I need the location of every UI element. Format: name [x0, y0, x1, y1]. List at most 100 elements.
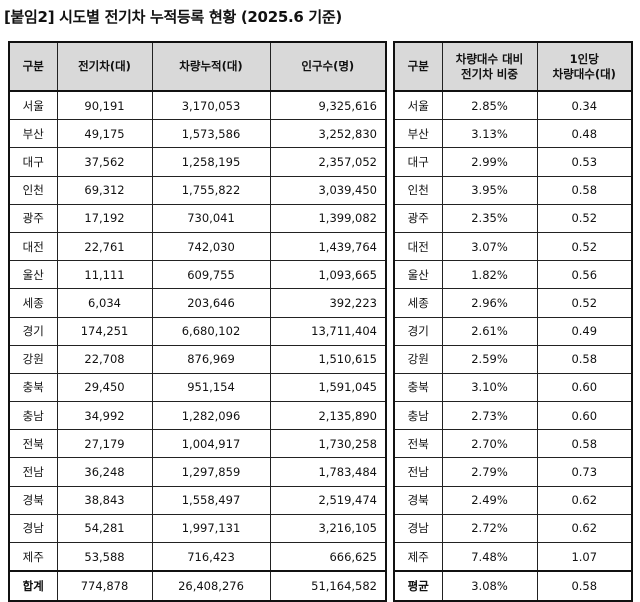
region-cell: 경남	[8, 513, 58, 544]
region-cell: 강원	[393, 344, 443, 374]
vehicle-total-cell: 1,282,096	[151, 401, 271, 431]
table-row: 전남 36,248 1,297,859 1,783,484	[8, 457, 387, 487]
population-cell: 2,357,052	[269, 147, 387, 177]
vehicles-per-capita-cell: 1.07	[536, 542, 633, 572]
region-cell: 전남	[393, 457, 443, 487]
ev-share-cell: 2.72%	[441, 513, 538, 544]
region-cell: 부산	[8, 119, 58, 149]
region-cell: 광주	[8, 203, 58, 233]
population-cell: 1,093,665	[269, 260, 387, 290]
table-row: 대구 2.99% 0.53	[393, 147, 633, 177]
table-row: 충남 34,992 1,282,096 2,135,890	[8, 401, 387, 431]
ev-count-cell: 27,179	[56, 429, 153, 459]
region-cell: 강원	[8, 344, 58, 374]
table-row: 전남 2.79% 0.73	[393, 457, 633, 487]
vehicles-per-capita-cell: 0.53	[536, 147, 633, 177]
region-cell: 경남	[393, 513, 443, 544]
ev-count-cell: 29,450	[56, 372, 153, 403]
ev-count-cell: 11,111	[56, 260, 153, 290]
vehicles-per-capita-cell: 0.60	[536, 401, 633, 431]
ev-share-cell: 2.35%	[441, 203, 538, 233]
ev-count-cell: 174,251	[56, 316, 153, 346]
vehicles-per-capita-cell: 0.52	[536, 203, 633, 233]
ev-share-cell: 2.99%	[441, 147, 538, 177]
table-row: 충남 2.73% 0.60	[393, 401, 633, 431]
table-row: 충북 3.10% 0.60	[393, 372, 633, 403]
population-cell: 9,325,616	[269, 90, 387, 121]
table-row: 세종 6,034 203,646 392,223	[8, 288, 387, 318]
vehicle-total-cell: 876,969	[151, 344, 271, 374]
ev-count-cell: 22,708	[56, 344, 153, 374]
ev-share-cell: 2.59%	[441, 344, 538, 374]
vehicles-per-capita-cell: 0.62	[536, 513, 633, 544]
population-cell: 2,519,474	[269, 485, 387, 515]
ev-count-cell: 37,562	[56, 147, 153, 177]
header-ev-count: 전기차(대)	[56, 41, 153, 92]
ev-share-cell: 3.95%	[441, 175, 538, 205]
table-row: 대구 37,562 1,258,195 2,357,052	[8, 147, 387, 177]
table-row: 경남 2.72% 0.62	[393, 513, 633, 544]
ev-share-cell: 3.13%	[441, 119, 538, 149]
table-row: 강원 22,708 876,969 1,510,615	[8, 344, 387, 374]
vehicle-total-cell: 609,755	[151, 260, 271, 290]
header-population: 인구수(명)	[269, 41, 387, 92]
header-vehicles-per-capita: 1인당 차량대수(대)	[536, 41, 633, 92]
table-row: 서울 90,191 3,170,053 9,325,616	[8, 90, 387, 121]
region-cell: 제주	[393, 542, 443, 572]
table-row: 인천 69,312 1,755,822 3,039,450	[8, 175, 387, 205]
header-region: 구분	[393, 41, 443, 92]
header-ev-share: 차량대수 대비 전기차 비중	[441, 41, 538, 92]
vehicles-per-capita-cell: 0.73	[536, 457, 633, 487]
region-cell: 경기	[393, 316, 443, 346]
region-cell: 충북	[8, 372, 58, 403]
ev-share-cell: 3.10%	[441, 372, 538, 403]
ev-count-cell: 17,192	[56, 203, 153, 233]
ev-share-cell: 2.73%	[441, 401, 538, 431]
region-cell: 서울	[393, 90, 443, 121]
region-cell: 전남	[8, 457, 58, 487]
ev-share-cell: 1.82%	[441, 260, 538, 290]
region-cell: 경기	[8, 316, 58, 346]
table-row: 광주 17,192 730,041 1,399,082	[8, 203, 387, 233]
population-cell: 2,135,890	[269, 401, 387, 431]
ev-share-cell: 7.48%	[441, 542, 538, 572]
vehicles-per-capita-cell: 0.49	[536, 316, 633, 346]
vehicles-per-capita-cell: 0.34	[536, 90, 633, 121]
table-row: 울산 1.82% 0.56	[393, 260, 633, 290]
vehicle-total-cell: 1,558,497	[151, 485, 271, 515]
region-cell: 충남	[393, 401, 443, 431]
ev-share-cell: 2.85%	[441, 90, 538, 121]
vehicle-total-cell: 716,423	[151, 542, 271, 572]
population-cell: 1,591,045	[269, 372, 387, 403]
region-cell: 세종	[393, 288, 443, 318]
ev-share-cell: 3.07%	[441, 231, 538, 262]
vehicle-total-cell: 1,258,195	[151, 147, 271, 177]
header-region: 구분	[8, 41, 58, 92]
table-row: 제주 53,588 716,423 666,625	[8, 542, 387, 572]
region-cell: 대전	[8, 231, 58, 262]
vehicle-total-cell: 951,154	[151, 372, 271, 403]
table-row: 광주 2.35% 0.52	[393, 203, 633, 233]
population-cell: 1,730,258	[269, 429, 387, 459]
vehicles-per-capita-cell: 0.58	[536, 429, 633, 459]
population-cell: 3,039,450	[269, 175, 387, 205]
region-cell: 서울	[8, 90, 58, 121]
region-cell: 제주	[8, 542, 58, 572]
region-cell: 인천	[8, 175, 58, 205]
table-row: 인천 3.95% 0.58	[393, 175, 633, 205]
table-row: 경남 54,281 1,997,131 3,216,105	[8, 513, 387, 544]
vehicle-total-cell: 742,030	[151, 231, 271, 262]
region-cell: 부산	[393, 119, 443, 149]
vehicle-total-cell: 730,041	[151, 203, 271, 233]
ev-count-cell: 53,588	[56, 542, 153, 572]
vehicle-total-cell: 1,004,917	[151, 429, 271, 459]
table-header-row: 구분 차량대수 대비 전기차 비중 1인당 차량대수(대)	[393, 41, 633, 92]
population-cell: 13,711,404	[269, 316, 387, 346]
vehicles-per-capita-cell: 0.58	[536, 175, 633, 205]
region-cell: 대구	[8, 147, 58, 177]
ev-count-cell: 22,761	[56, 231, 153, 262]
population-cell: 3,216,105	[269, 513, 387, 544]
region-cell: 광주	[393, 203, 443, 233]
vehicle-total-cell: 6,680,102	[151, 316, 271, 346]
population-cell: 3,252,830	[269, 119, 387, 149]
